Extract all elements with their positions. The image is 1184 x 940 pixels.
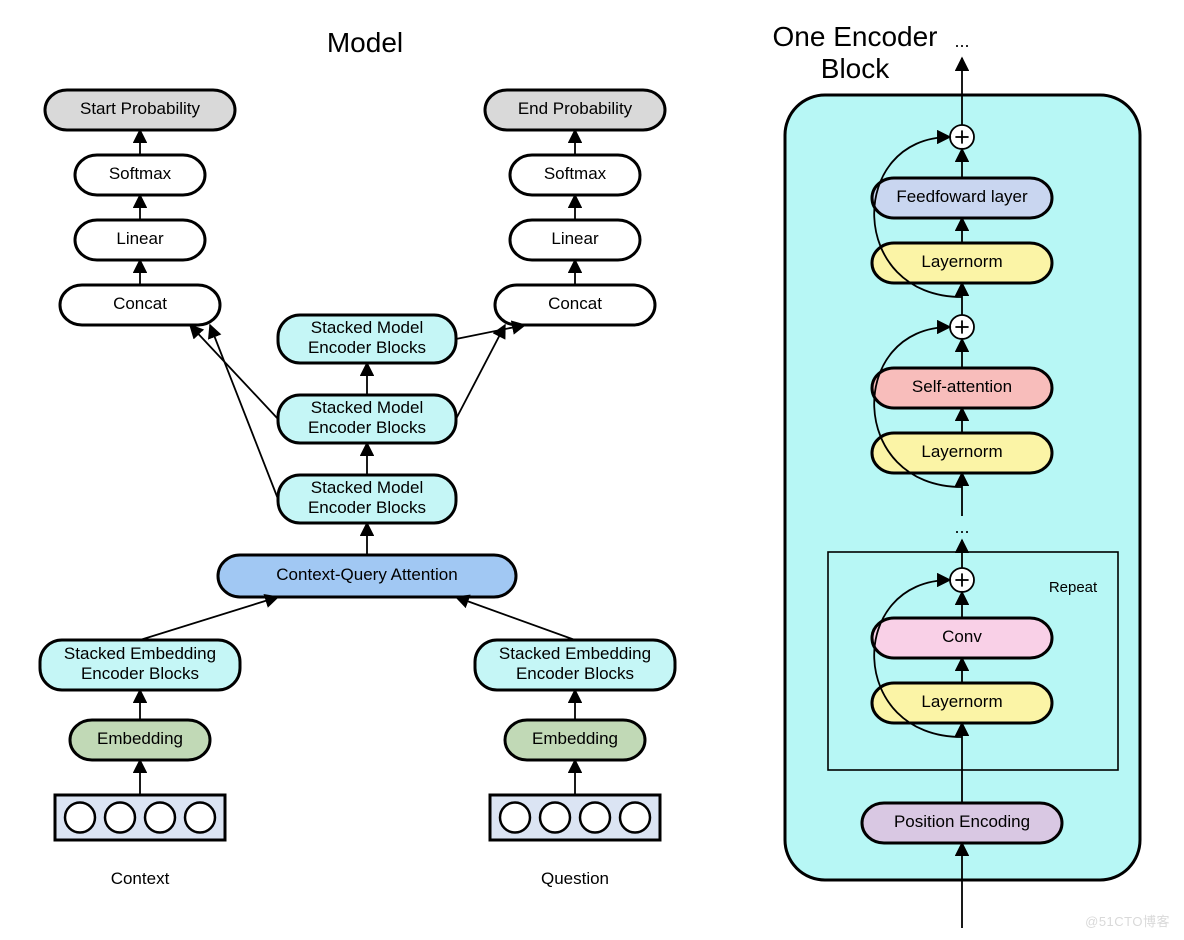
stacked-model-encoder-3-label: Stacked ModelEncoder Blocks [308,319,426,358]
context-query-attention-label: Context-Query Attention [276,565,457,584]
watermark: @51CTO博客 [1085,911,1170,930]
left-softmax-label: Softmax [109,164,172,183]
left-concat-label: Concat [113,294,167,313]
stacked-model-encoder-1-label: Stacked ModelEncoder Blocks [308,479,426,518]
question-label: Question [541,869,609,888]
arrow [210,325,278,499]
layernorm-1-label: Layernorm [921,692,1002,711]
title-encoder: One EncoderBlock [773,21,938,84]
conv-label: Conv [942,627,982,646]
encoder-dots: ... [954,517,969,537]
arrow [456,325,525,339]
layernorm-2-label: Layernorm [921,442,1002,461]
title-model: Model [327,27,403,58]
right-tokens-token [580,803,610,833]
left-tokens-token [105,803,135,833]
position-encoding-label: Position Encoding [894,812,1030,831]
layernorm-3-label: Layernorm [921,252,1002,271]
right-tokens-token [500,803,530,833]
right-tokens-token [620,803,650,833]
left-embedding-label: Embedding [97,729,183,748]
left-stacked-embedding-encoder-label: Stacked EmbeddingEncoder Blocks [64,645,216,684]
arrow [456,597,575,640]
encoder-top-dots: ... [954,31,969,51]
arrow [140,597,278,640]
right-embedding-label: Embedding [532,729,618,748]
right-linear-label: Linear [551,229,599,248]
arrow [456,325,505,419]
left-tokens-token [185,803,215,833]
self-attention-label: Self-attention [912,377,1012,396]
start-probability-label: Start Probability [80,99,200,118]
left-linear-label: Linear [116,229,164,248]
context-label: Context [111,869,170,888]
feedforward-layer-label: Feedfoward layer [896,187,1028,206]
right-softmax-label: Softmax [544,164,607,183]
left-tokens-token [65,803,95,833]
end-probability-label: End Probability [518,99,633,118]
right-tokens-token [540,803,570,833]
repeat-label: Repeat [1049,579,1098,596]
left-tokens-token [145,803,175,833]
arrow [190,325,278,419]
right-stacked-embedding-encoder-label: Stacked EmbeddingEncoder Blocks [499,645,651,684]
right-concat-label: Concat [548,294,602,313]
stacked-model-encoder-2-label: Stacked ModelEncoder Blocks [308,399,426,438]
